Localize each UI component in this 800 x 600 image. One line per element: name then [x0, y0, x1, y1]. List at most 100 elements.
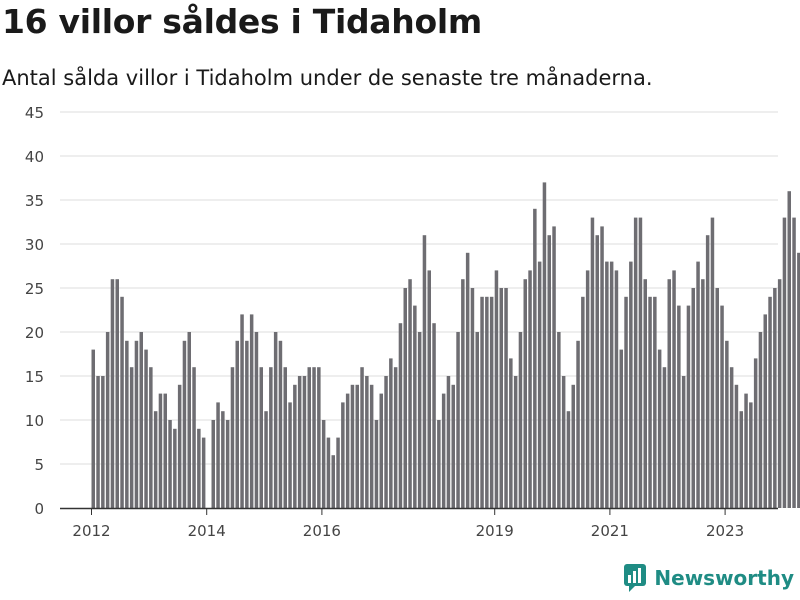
bar: [494, 270, 499, 508]
bar: [321, 420, 326, 508]
bar: [192, 367, 196, 508]
bar: [216, 402, 220, 508]
bar: [729, 367, 734, 508]
bar: [513, 376, 518, 508]
bar: [187, 332, 191, 508]
bar: [691, 288, 695, 508]
bar: [720, 305, 724, 508]
bar: [129, 367, 134, 508]
newsworthy-logo-text: Newsworthy: [654, 566, 794, 590]
bar: [509, 358, 513, 508]
bar: [245, 340, 249, 508]
bar: [350, 384, 355, 508]
bar: [542, 182, 547, 508]
bar: [211, 420, 215, 508]
bar: [787, 191, 791, 508]
bar: [547, 235, 551, 508]
y-tick-label: 25: [25, 280, 44, 298]
bar: [389, 358, 393, 508]
bar: [648, 296, 652, 508]
y-tick-label: 45: [25, 104, 44, 122]
bar: [537, 261, 542, 508]
bar: [345, 393, 350, 508]
bar: [369, 384, 374, 508]
bar: [413, 305, 417, 508]
y-tick-label: 20: [25, 324, 44, 342]
bar: [657, 349, 662, 508]
bar: [629, 261, 633, 508]
bar: [374, 420, 379, 508]
bar: [225, 420, 230, 508]
bar: [552, 226, 556, 508]
chart-subtitle: Antal sålda villor i Tidaholm under de s…: [2, 66, 653, 90]
bar: [139, 332, 143, 508]
bar: [739, 411, 743, 508]
bar: [422, 235, 427, 508]
bar: [600, 226, 604, 508]
bar: [417, 332, 422, 508]
bar: [278, 340, 283, 508]
y-tick-label: 0: [34, 500, 44, 518]
bar: [667, 279, 671, 508]
bar: [710, 217, 715, 508]
bar: [456, 332, 460, 508]
bar: [110, 279, 115, 508]
bar: [475, 332, 479, 508]
bar: [317, 367, 321, 508]
bar: [384, 376, 388, 508]
bar: [571, 384, 575, 508]
bar: [696, 261, 700, 508]
bar: [283, 367, 287, 508]
bar: [533, 208, 537, 509]
bar: [240, 314, 244, 508]
bar: [581, 296, 585, 508]
bar: [379, 393, 383, 508]
bar: [355, 384, 359, 508]
y-tick-label: 15: [25, 368, 44, 386]
bar: [235, 340, 239, 508]
bar: [302, 376, 307, 508]
bar: [336, 437, 340, 508]
bar: [609, 261, 614, 508]
bar: [744, 393, 748, 508]
bar: [485, 296, 489, 508]
bar: [221, 411, 225, 508]
bar: [163, 393, 167, 508]
bar: [518, 332, 523, 508]
bar: [528, 270, 532, 508]
y-tick-label: 40: [25, 148, 44, 166]
bar: [653, 296, 657, 508]
bar: [489, 296, 494, 508]
bar: [254, 332, 259, 508]
bar: [643, 279, 647, 508]
bar: [465, 252, 470, 508]
x-tick-label: 2021: [591, 522, 629, 540]
bar: [365, 376, 369, 508]
x-tick-label: 2012: [72, 522, 110, 540]
bar: [499, 288, 503, 508]
bar: [432, 323, 436, 508]
bar: [614, 270, 619, 508]
bar: [777, 279, 782, 508]
bar-chart: 0510152025303540451620122014201620192021…: [25, 104, 800, 540]
bar: [624, 296, 628, 508]
bar: [638, 217, 643, 508]
bar: [96, 376, 100, 508]
bar: [662, 367, 667, 508]
y-tick-label: 10: [25, 412, 44, 430]
bar: [393, 367, 398, 508]
bar: [331, 455, 335, 508]
bar: [182, 340, 187, 508]
bar: [437, 420, 441, 508]
bar: [792, 217, 796, 508]
bar: [797, 252, 800, 508]
bar: [125, 340, 129, 508]
bar: [153, 411, 158, 508]
bar: [269, 367, 273, 508]
bar: [725, 340, 729, 508]
bar: [749, 402, 753, 508]
bar: [201, 437, 206, 508]
bar: [768, 296, 772, 508]
bar: [446, 376, 451, 508]
bar: [149, 367, 153, 508]
